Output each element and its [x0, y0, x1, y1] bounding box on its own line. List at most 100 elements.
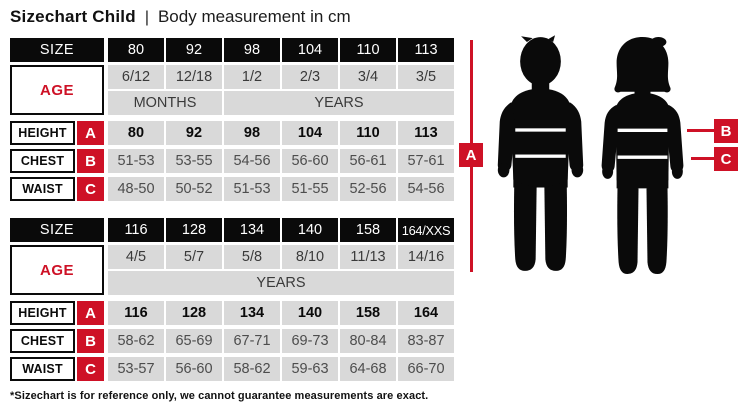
age-value-cell: 11/13	[340, 245, 396, 269]
size-cell: 113	[398, 38, 454, 62]
age-value-cell: 14/16	[398, 245, 454, 269]
height-row: HEIGHT A 116 128 134 140 158 164	[10, 301, 454, 325]
height-value-cell: 98	[224, 121, 280, 145]
height-value-cell: 80	[108, 121, 164, 145]
size-cell: 98	[224, 38, 280, 62]
size-header-row: SIZE 80 92 98 104 110 113	[10, 38, 454, 62]
row-label-waist: WAIST	[10, 357, 75, 381]
age-values-row: 6/12 12/18 1/2 2/3 3/4 3/5	[108, 65, 454, 89]
age-units-row: MONTHS YEARS	[108, 91, 454, 115]
marker-b-figure-badge: B	[714, 119, 738, 143]
title-main: Sizechart Child	[10, 7, 136, 26]
waist-value-cell: 59-63	[282, 357, 338, 381]
chest-value-cell: 65-69	[166, 329, 222, 353]
size-cell: 80	[108, 38, 164, 62]
title-subtitle: Body measurement in cm	[157, 7, 351, 26]
marker-c-badge: C	[77, 177, 104, 201]
chest-value-cell: 83-87	[398, 329, 454, 353]
marker-b-badge: B	[77, 149, 104, 173]
waist-value-cell: 51-53	[224, 177, 280, 201]
age-values-row: 4/5 5/7 5/8 8/10 11/13 14/16	[108, 245, 454, 269]
girl-silhouette	[601, 36, 684, 275]
marker-a-badge: A	[77, 121, 104, 145]
boy-silhouette	[497, 35, 584, 271]
height-value-cell: 134	[224, 301, 280, 325]
waist-value-cell: 53-57	[108, 357, 164, 381]
height-value-cell: 113	[398, 121, 454, 145]
chest-value-cell: 56-60	[282, 149, 338, 173]
waist-value-cell: 50-52	[166, 177, 222, 201]
marker-a-badge: A	[77, 301, 104, 325]
chest-value-cell: 69-73	[282, 329, 338, 353]
size-cell: 134	[224, 218, 280, 242]
waist-value-cell: 64-68	[340, 357, 396, 381]
age-value-cell: 8/10	[282, 245, 338, 269]
marker-c-badge: C	[77, 357, 104, 381]
waist-row: WAIST C 53-57 56-60 58-62 59-63 64-68 66…	[10, 357, 454, 381]
height-value-cell: 128	[166, 301, 222, 325]
size-cell: 128	[166, 218, 222, 242]
waist-value-cell: 51-55	[282, 177, 338, 201]
boy-waist-line	[515, 154, 566, 158]
age-units-row: YEARS	[108, 271, 454, 295]
chest-value-cell: 67-71	[224, 329, 280, 353]
size-cell: 116	[108, 218, 164, 242]
unit-months-cell: MONTHS	[108, 91, 222, 115]
size-cell: 140	[282, 218, 338, 242]
height-value-cell: 140	[282, 301, 338, 325]
height-value-cell: 116	[108, 301, 164, 325]
waist-value-cell: 54-56	[398, 177, 454, 201]
chest-value-cell: 80-84	[340, 329, 396, 353]
row-label-height: HEIGHT	[10, 121, 75, 145]
size-label: SIZE	[10, 218, 104, 242]
waist-guide-line	[691, 157, 714, 160]
age-value-cell: 5/7	[166, 245, 222, 269]
height-value-cell: 104	[282, 121, 338, 145]
size-label: SIZE	[10, 38, 104, 62]
chest-value-cell: 54-56	[224, 149, 280, 173]
waist-value-cell: 48-50	[108, 177, 164, 201]
age-value-cell: 12/18	[166, 65, 222, 89]
unit-years-cell: YEARS	[108, 271, 454, 295]
chest-value-cell: 57-61	[398, 149, 454, 173]
marker-c-figure-badge: C	[714, 147, 738, 171]
footnote: *Sizechart is for reference only, we can…	[10, 390, 429, 402]
age-value-cell: 4/5	[108, 245, 164, 269]
girl-waist-line	[617, 155, 668, 159]
waist-row: WAIST C 48-50 50-52 51-53 51-55 52-56 54…	[10, 177, 454, 201]
height-value-cell: 92	[166, 121, 222, 145]
size-cell: 164/XXS	[398, 218, 454, 242]
age-value-cell: 3/4	[340, 65, 396, 89]
size-cell: 158	[340, 218, 396, 242]
age-value-cell: 3/5	[398, 65, 454, 89]
age-label: AGE	[10, 245, 104, 295]
height-value-cell: 164	[398, 301, 454, 325]
chest-value-cell: 58-62	[108, 329, 164, 353]
size-cell: 110	[340, 38, 396, 62]
page-title: Sizechart Child | Body measurement in cm	[10, 7, 351, 27]
marker-a-figure-badge: A	[459, 143, 483, 167]
chest-value-cell: 56-61	[340, 149, 396, 173]
age-rows: AGE 4/5 5/7 5/8 8/10 11/13 14/16 YEARS	[10, 245, 454, 295]
row-label-height: HEIGHT	[10, 301, 75, 325]
sizechart-table-large-sizes: SIZE 116 128 134 140 158 164/XXS AGE 4/5…	[10, 218, 454, 381]
size-header-row: SIZE 116 128 134 140 158 164/XXS	[10, 218, 454, 242]
sizechart-table-small-sizes: SIZE 80 92 98 104 110 113 AGE 6/12 12/18…	[10, 38, 454, 201]
title-separator: |	[144, 9, 149, 26]
age-label: AGE	[10, 65, 104, 115]
row-label-chest: CHEST	[10, 329, 75, 353]
age-value-cell: 2/3	[282, 65, 338, 89]
height-value-cell: 110	[340, 121, 396, 145]
boy-chest-line	[515, 128, 566, 132]
unit-years-cell: YEARS	[224, 91, 454, 115]
chest-row: CHEST B 51-53 53-55 54-56 56-60 56-61 57…	[10, 149, 454, 173]
height-row: HEIGHT A 80 92 98 104 110 113	[10, 121, 454, 145]
marker-b-badge: B	[77, 329, 104, 353]
age-value-cell: 5/8	[224, 245, 280, 269]
waist-value-cell: 52-56	[340, 177, 396, 201]
age-value-cell: 1/2	[224, 65, 280, 89]
girl-chest-line	[617, 128, 668, 133]
row-label-waist: WAIST	[10, 177, 75, 201]
age-rows: AGE 6/12 12/18 1/2 2/3 3/4 3/5 MONTHS YE…	[10, 65, 454, 115]
